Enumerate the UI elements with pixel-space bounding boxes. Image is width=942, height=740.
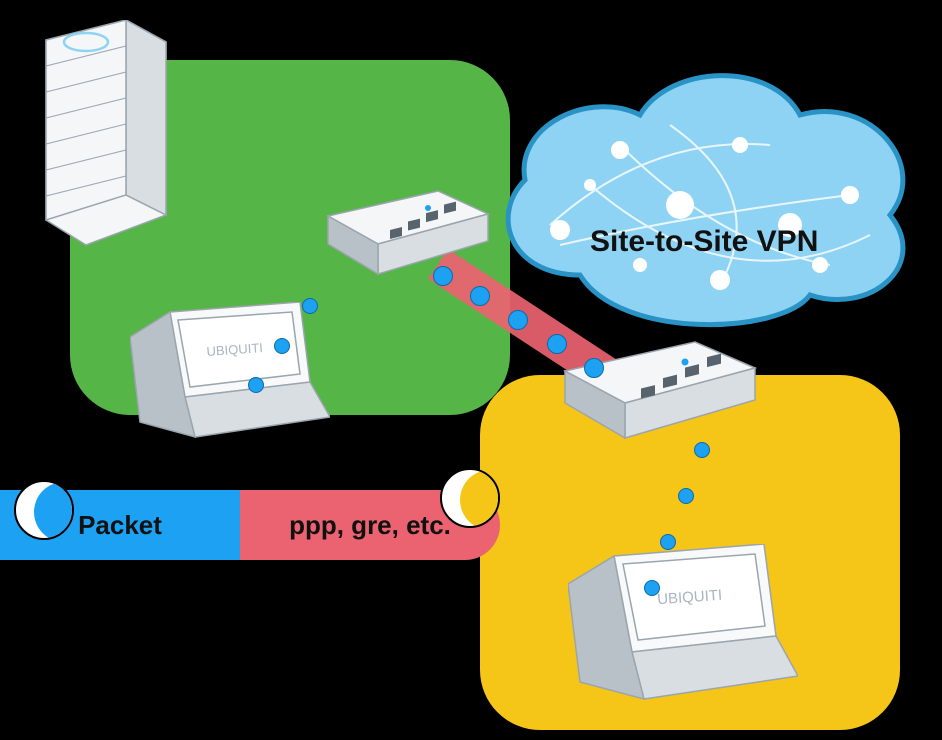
packet-dot	[508, 310, 528, 330]
crescent-left-icon	[14, 480, 74, 540]
packet-dot	[694, 442, 710, 458]
packet-dot	[644, 580, 660, 596]
cloud-network-icon	[470, 55, 930, 345]
packet-dot	[584, 358, 604, 378]
packet-segment-label: Packet	[78, 510, 162, 541]
packet-dot	[274, 338, 290, 354]
crescent-right-icon	[440, 468, 500, 528]
packet-dot	[547, 334, 567, 354]
packet-dot	[470, 286, 490, 306]
packet-dot	[660, 534, 676, 550]
packet-encapsulation-bar: Packet ppp, gre, etc.	[0, 490, 500, 560]
packet-dot	[433, 266, 453, 286]
packet-dot	[302, 298, 318, 314]
laptop-site-b-icon: UBIQUITI	[568, 544, 798, 704]
server-rack-icon	[16, 20, 171, 250]
packet-dot	[678, 488, 694, 504]
packet-dot	[248, 377, 264, 393]
router-site-b-icon	[555, 338, 760, 448]
router-site-a-icon	[318, 186, 493, 284]
vpn-label: Site-to-Site VPN	[590, 225, 818, 259]
laptop-site-a-icon: UBIQUITI	[130, 302, 330, 442]
encapsulation-segment-label: ppp, gre, etc.	[289, 510, 451, 541]
